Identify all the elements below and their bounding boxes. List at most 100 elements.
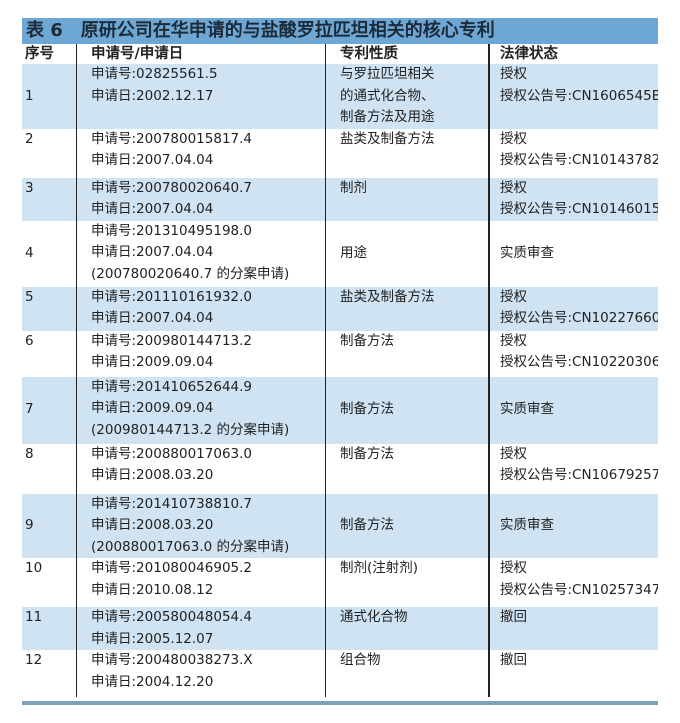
application-line: 申请日:2007.04.04 [91,244,214,260]
table-row: 6 申请号:200980144713.2 申请日:2009.09.04 制备方法 授权授… [22,330,658,377]
seq-cell: 2 [25,130,34,147]
application-line: 申请日:2008.03.20 [91,467,214,483]
table-row: 10 申请号:201080046905.2 申请日:2010.08.12 制剂(注射剂… [22,558,658,607]
status-cell: 授权授权公告号:CN10679257B [488,443,658,494]
table-row: 2 申请号:200780015817.4 申请日:2007.04.04 盐类及制备方法… [22,128,658,178]
nature-line: 通式化合物 [340,609,408,625]
application-line: 申请日:2007.04.04 [91,201,214,217]
application-cell: 申请号:02825561.5 申请日:2002.12.17 [76,64,326,129]
application-line: 申请日:2002.12.17 [91,87,214,104]
bottom-rule [22,701,658,705]
application-line: (200780020640.7 的分案申请) [91,265,290,282]
nature-cell: 制剂 [325,177,489,221]
application-line: 申请号:200980144713.2 [91,332,252,349]
table-title: 表 6 原研公司在华申请的与盐酸罗拉匹坦相关的核心专利 [22,18,658,44]
status-line: 授权公告号:CN101460151B [500,201,658,217]
status-cell: 授权 授权公告号:CN1606545B [488,64,658,129]
status-line: 授权 [500,332,527,349]
status-line: 授权 [500,445,527,462]
nature-cell: 组合物 [325,650,489,697]
application-line: 申请号:201410652644.9 [91,378,252,395]
application-line: 申请日:2007.04.04 [91,310,214,326]
application-line: (200980144713.2 的分案申请) [91,421,290,438]
application-cell: 申请号:201410738810.7 申请日:2008.03.20 (2008800… [76,493,326,558]
seq-cell: 9 [22,493,77,558]
application-line: 申请日:2005.12.07 [91,630,214,647]
application-cell: 申请号:200880017063.0 申请日:2008.03.20 [76,443,326,494]
status-line: 授权 [500,288,527,305]
application-line: 申请号:201110161932.0 [91,288,252,305]
application-cell: 申请号:201410652644.9 申请日:2009.09.04 (2009801… [76,376,326,444]
nature-cell: 制备方法 [325,376,489,444]
seq-cell: 5 [22,286,77,331]
status-line: 授权公告号:CN102203062B [500,354,658,370]
application-cell: 申请号:201310495198.0 申请日:2007.04.04 (2007800… [76,220,326,287]
seq-cell: 10 [25,560,43,576]
nature-cell: 与罗拉匹坦相关 的通式化合物、 制备方法及用途 [325,64,489,129]
nature-line: 制剂(注射剂) [340,560,419,576]
application-line: 申请号:201410738810.7 [91,495,252,512]
nature-line: 与罗拉匹坦相关 [340,66,435,82]
application-cell: 申请号:201110161932.0 申请日:2007.04.04 [76,286,326,331]
header-nature: 专利性质 [325,44,489,64]
nature-line: 制备方法 [340,332,394,349]
nature-line: 组合物 [340,652,381,668]
status-line: 授权公告号:CN102276606B [500,310,658,326]
table-row: 1 申请号:02825561.5 申请日:2002.12.17 与罗拉匹坦相关 的通式化… [22,64,658,129]
seq-cell: 8 [25,445,34,462]
application-line: 申请号:200780015817.4 [91,130,252,147]
table-row: 4 申请号:201310495198.0 申请日:2007.04.04 (200780… [22,220,658,287]
application-line: 申请号:02825561.5 [91,66,218,82]
table-row: 12 申请号:200480038273.X 申请日:2004.12.20 组合物 撤回 [22,650,658,697]
application-line: 申请日:2009.09.04 [91,400,214,416]
header-application: 申请号/申请日 [76,44,326,64]
status-line: 授权公告号:CN101437821B [500,152,658,168]
application-cell: 申请号:200780020640.7 申请日:2007.04.04 [76,177,326,221]
header-row: 序号 申请号/申请日 专利性质 法律状态 [22,44,658,64]
header-status: 法律状态 [488,44,658,64]
application-line: 申请日:2008.03.20 [91,517,214,533]
application-line: 申请号:200480038273.X [91,652,253,668]
seq-cell: 12 [25,652,43,668]
table-number: 表 6 [26,20,63,41]
nature-line: 制备方法 [340,517,394,533]
application-line: 申请日:2009.09.04 [91,354,214,370]
table-row: 8 申请号:200880017063.0 申请日:2008.03.20 制备方法 授权授… [22,443,658,494]
nature-cell: 制备方法 [325,493,489,558]
application-line: 申请日:2010.08.12 [91,581,214,598]
nature-line: 盐类及制备方法 [340,288,435,305]
status-cell: 撤回 [488,650,658,697]
application-cell: 申请号:201080046905.2 申请日:2010.08.12 [76,558,326,607]
status-cell: 实质审查 [488,220,658,287]
nature-cell: 制备方法 [325,443,489,494]
nature-cell: 制备方法 [325,330,489,377]
status-line: 授权公告号:CN10679257B [500,467,658,483]
status-line: 实质审查 [500,517,554,533]
patent-table-figure: 表 6 原研公司在华申请的与盐酸罗拉匹坦相关的核心专利 序号 申请号/申请日 专利… [22,18,658,705]
seq-cell: 6 [25,332,34,349]
nature-line: 的通式化合物、 [340,87,435,104]
application-cell: 申请号:200980144713.2 申请日:2009.09.04 [76,330,326,377]
nature-line: 用途 [340,244,367,261]
application-cell: 申请号:200580048054.4 申请日:2005.12.07 [76,607,326,650]
status-line: 撤回 [500,652,527,668]
status-line: 授权公告号:CN102573475B [500,581,658,598]
application-line: 申请号:200880017063.0 [91,445,252,462]
status-cell: 实质审查 [488,376,658,444]
nature-cell: 盐类及制备方法 [325,128,489,178]
application-line: 申请日:2007.04.04 [91,152,214,168]
application-line: 申请号:201310495198.0 [91,222,252,239]
nature-cell: 盐类及制备方法 [325,286,489,331]
seq-cell: 4 [25,244,34,261]
application-line: 申请号:200580048054.4 [91,609,252,625]
nature-line: 制备方法及用途 [340,109,435,125]
header-seq: 序号 [25,46,54,62]
table-row: 3 申请号:200780020640.7 申请日:2007.04.04 制剂 授权 授权公… [22,177,658,221]
application-line: 申请号:200780020640.7 [91,179,252,196]
table-row: 9 申请号:201410738810.7 申请日:2008.03.20 (200880… [22,493,658,558]
